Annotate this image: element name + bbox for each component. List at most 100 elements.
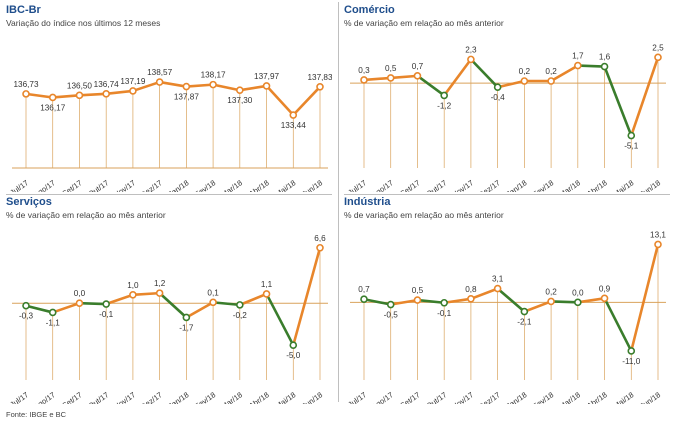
series-segment: [576, 64, 606, 68]
data-label: -5,1: [624, 142, 639, 151]
x-tick-label: Ago/17: [370, 390, 395, 404]
series-segment: [104, 89, 135, 96]
data-point: [129, 87, 137, 95]
series-segment: [416, 74, 446, 97]
data-point: [316, 243, 324, 252]
data-point: [236, 86, 244, 95]
data-label: -11,0: [622, 357, 640, 366]
data-label: 133,44: [281, 121, 306, 130]
data-label: 137,87: [174, 93, 199, 102]
series-segment: [104, 293, 135, 306]
series-segment: [51, 301, 81, 314]
series-segment: [51, 94, 81, 99]
data-label: 13,1: [650, 230, 666, 239]
data-point: [386, 74, 395, 82]
x-tick-label: Out/17: [424, 178, 448, 192]
x-tick-label: Mai/18: [274, 390, 298, 404]
data-point: [75, 299, 84, 307]
series-segment: [603, 65, 633, 137]
data-label: 0,9: [599, 284, 611, 293]
x-tick-label: Dez/17: [139, 178, 164, 192]
data-point: [262, 290, 271, 298]
comercio-title: Comércio: [344, 4, 395, 16]
x-tick-label: Nov/17: [112, 390, 137, 404]
data-point: [386, 300, 395, 309]
data-point: [440, 298, 448, 307]
series-segment: [442, 58, 473, 97]
servicos-chart: -0,3 -1,1 0,0 -0,1 1,0 1,2 -1,7 0,1 -0,2 1,1 -5,0 6…: [8, 234, 328, 404]
data-label: 138,17: [201, 71, 226, 80]
data-point: [182, 313, 191, 322]
x-tick-label: Jan/18: [167, 390, 191, 404]
data-point: [467, 294, 475, 303]
x-tick-label: Set/17: [398, 178, 421, 192]
data-label: 138,57: [147, 68, 172, 77]
ibc-title: IBC-Br: [6, 4, 41, 16]
data-label: 137,30: [227, 96, 252, 105]
data-point: [155, 289, 164, 297]
data-point: [627, 347, 636, 355]
series-segment: [496, 287, 526, 313]
data-point: [129, 291, 137, 299]
data-point: [209, 80, 217, 89]
data-label: 136,74: [94, 80, 119, 89]
x-tick-label: Jul/17: [346, 178, 368, 192]
x-tick-label: Mai/18: [612, 390, 636, 404]
data-label: 137,19: [120, 77, 145, 86]
x-tick-label: Jan/18: [505, 390, 529, 404]
data-label: 0,2: [519, 67, 531, 76]
series-segment: [211, 301, 242, 307]
industria-subtitle: % de variação em relação ao mês anterior: [344, 210, 504, 220]
x-tick-label: Jul/17: [8, 390, 30, 404]
x-tick-label: Fev/18: [193, 390, 217, 404]
series-segment: [603, 297, 633, 353]
data-point: [520, 307, 529, 316]
horizontal-divider-right: [344, 194, 670, 195]
data-label: 0,8: [465, 285, 477, 294]
industria-panel: Indústria % de variação em relação ao mê…: [344, 196, 670, 406]
series-segment: [185, 301, 215, 319]
series-segment: [185, 83, 215, 88]
horizontal-divider-left: [6, 194, 332, 195]
data-label: 136,50: [67, 81, 92, 90]
data-label: 2,3: [465, 45, 477, 54]
x-tick-label: Jun/18: [300, 178, 324, 192]
data-point: [413, 296, 422, 304]
data-point: [289, 111, 298, 119]
data-label: 2,5: [652, 43, 664, 52]
x-tick-label: Jun/18: [638, 178, 662, 192]
series-segment: [265, 84, 295, 117]
x-tick-label: Mai/18: [612, 178, 636, 192]
series-segment: [362, 297, 393, 306]
data-point: [155, 78, 164, 86]
data-point: [467, 55, 475, 64]
data-point: [600, 62, 609, 71]
data-label: -1,1: [46, 318, 61, 327]
series-segment: [629, 56, 660, 137]
ibc-panel: IBC-Br Variação do índice nos últimos 12…: [6, 4, 332, 192]
vertical-divider: [338, 2, 339, 402]
data-label: 136,17: [40, 103, 65, 112]
data-label: -5,0: [286, 351, 301, 360]
x-tick-label: Out/17: [86, 178, 110, 192]
series-segment: [469, 58, 499, 89]
series-segment: [24, 92, 55, 99]
data-point: [209, 298, 217, 307]
x-tick-label: Dez/17: [477, 390, 502, 404]
x-tick-label: Jan/18: [167, 178, 191, 192]
data-point: [236, 301, 244, 309]
data-label: 0,0: [74, 289, 86, 298]
data-point: [262, 82, 271, 90]
data-label: -0,1: [437, 309, 452, 318]
data-label: 3,1: [492, 275, 504, 284]
series-segment: [238, 84, 268, 92]
comercio-panel: Comércio % de variação em relação ao mês…: [344, 4, 670, 192]
x-tick-label: Mar/18: [557, 178, 582, 192]
series-segment: [291, 246, 322, 347]
x-tick-label: Mar/18: [219, 390, 244, 404]
series-segment: [416, 298, 446, 305]
data-point: [547, 297, 555, 306]
data-label: 136,73: [13, 80, 38, 89]
data-label: 6,6: [314, 234, 326, 243]
